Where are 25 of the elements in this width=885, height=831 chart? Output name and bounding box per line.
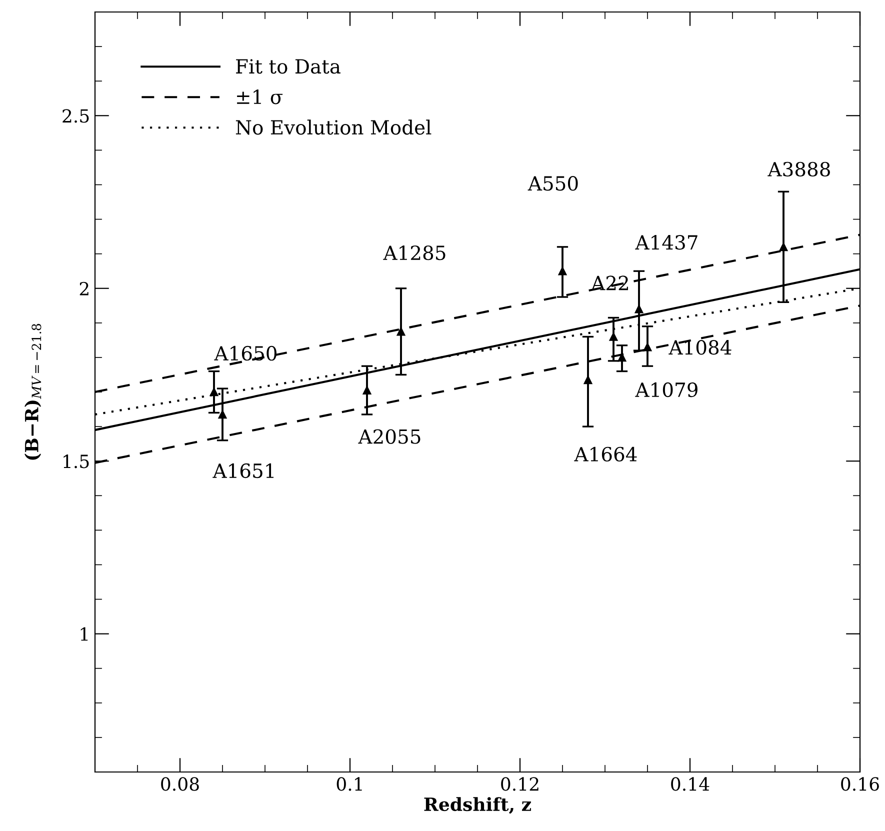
y-tick-label: 1 (80, 627, 88, 641)
legend-label: No Evolution Model (236, 120, 432, 135)
annotation: A1285 (383, 245, 446, 260)
legend-label: Fit to Data (236, 59, 340, 74)
legend-label: ±1 σ (237, 89, 283, 104)
annotation: A1664 (574, 446, 637, 462)
annotation: A2055 (358, 429, 420, 444)
x-tick-label: 0.12 (501, 777, 538, 791)
annotation: A1079 (635, 382, 698, 398)
annotation: A3888 (768, 162, 830, 177)
annotation: A1437 (635, 235, 698, 250)
y-tick-label: 1.5 (64, 454, 89, 468)
annotation: A22 (590, 276, 628, 290)
x-tick-label: 0.16 (841, 777, 879, 791)
x-tick-label: 0.14 (671, 777, 710, 791)
y-tick-label: 2 (80, 282, 88, 296)
annotation: A1651 (212, 463, 274, 478)
annotation: A550 (528, 176, 578, 191)
x-axis-title: Redshift, z (424, 797, 531, 814)
y-axis-title: (B−R)$_{MV=−21.8}$ (24, 324, 42, 460)
x-tick-label: 0.1 (336, 777, 362, 791)
x-tick-label: 0.08 (161, 777, 199, 791)
y-tick-label: 2.5 (62, 109, 89, 123)
annotation: A1650 (214, 346, 276, 361)
annotation: A1084 (668, 340, 732, 355)
